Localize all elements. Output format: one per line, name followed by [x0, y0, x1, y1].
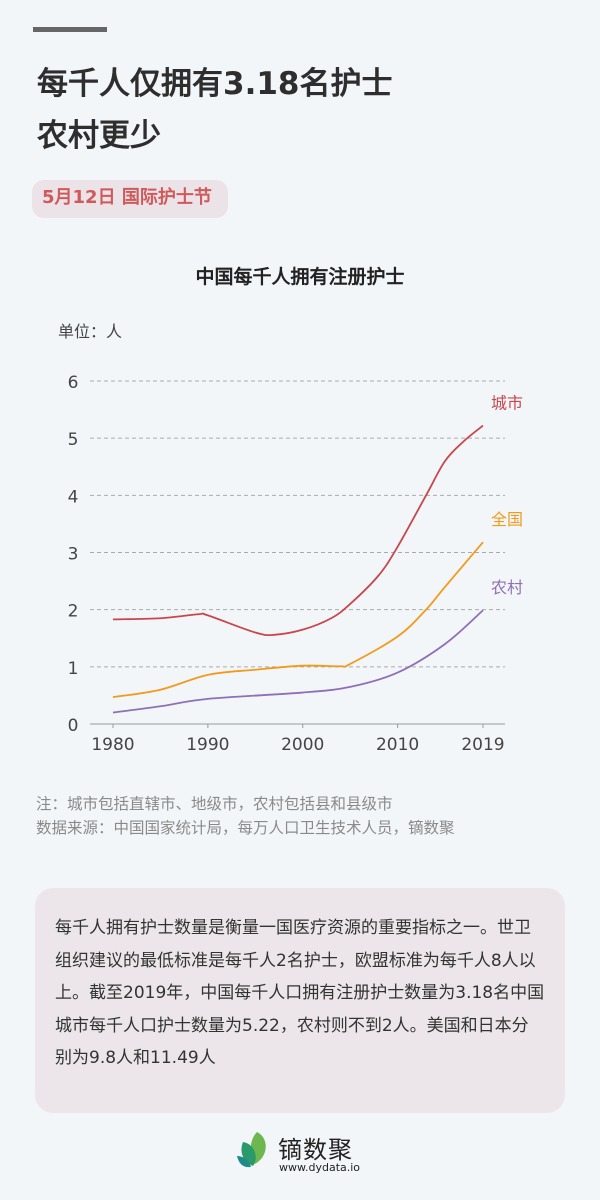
note-scope: 注：城市包括直辖市、地级市，农村包括县和县级市	[36, 795, 393, 813]
y-tick-label: 3	[68, 545, 79, 565]
y-tick-label: 4	[68, 487, 79, 507]
y-tick-label: 0	[68, 716, 79, 736]
unit-label: 单位：人	[58, 322, 123, 341]
x-tick-label: 2019	[461, 735, 504, 755]
date-tag: 5月12日 国际护士节	[32, 180, 228, 218]
y-tick-label: 5	[68, 430, 79, 450]
series-line-农村	[112, 609, 484, 714]
series-label: 城市	[491, 394, 523, 413]
series-label: 全国	[491, 510, 523, 529]
summary-text: 每千人拥有护士数量是衡量一国医疗资源的重要指标之一。世卫组织建议的最低标准是每千…	[55, 918, 545, 1068]
x-tick-label: 1990	[186, 735, 229, 755]
note-source: 数据来源：中国国家统计局，每万人口卫生技术人员，镝数聚	[36, 819, 455, 837]
title-line-1: 每千人仅拥有3.18名护士	[37, 66, 393, 102]
summary-box: 每千人拥有护士数量是衡量一国医疗资源的重要指标之一。世卫组织建议的最低标准是每千…	[35, 888, 565, 1113]
x-tick-label: 1980	[91, 735, 134, 755]
x-tick-label: 2000	[281, 735, 324, 755]
x-tick-label: 2010	[376, 735, 419, 755]
brand-url[interactable]: www.dydata.io	[279, 1161, 361, 1174]
series-line-全国	[112, 541, 484, 699]
decorative-bar	[33, 27, 107, 32]
brand-name: 镝数聚	[278, 1136, 353, 1164]
brand-logo-icon	[237, 1132, 266, 1168]
series-line-城市	[112, 424, 484, 637]
y-tick-label: 6	[68, 373, 79, 393]
chart-title: 中国每千人拥有注册护士	[195, 266, 405, 288]
page-title: 每千人仅拥有3.18名护士 农村更少	[37, 58, 393, 162]
chart-notes: 注：城市包括直辖市、地级市，农村包括县和县级市 数据来源：中国国家统计局，每万人…	[36, 792, 455, 840]
y-tick-label: 1	[68, 659, 79, 679]
title-line-2: 农村更少	[37, 118, 161, 154]
y-tick-label: 2	[68, 602, 79, 622]
series-label: 农村	[491, 578, 523, 597]
